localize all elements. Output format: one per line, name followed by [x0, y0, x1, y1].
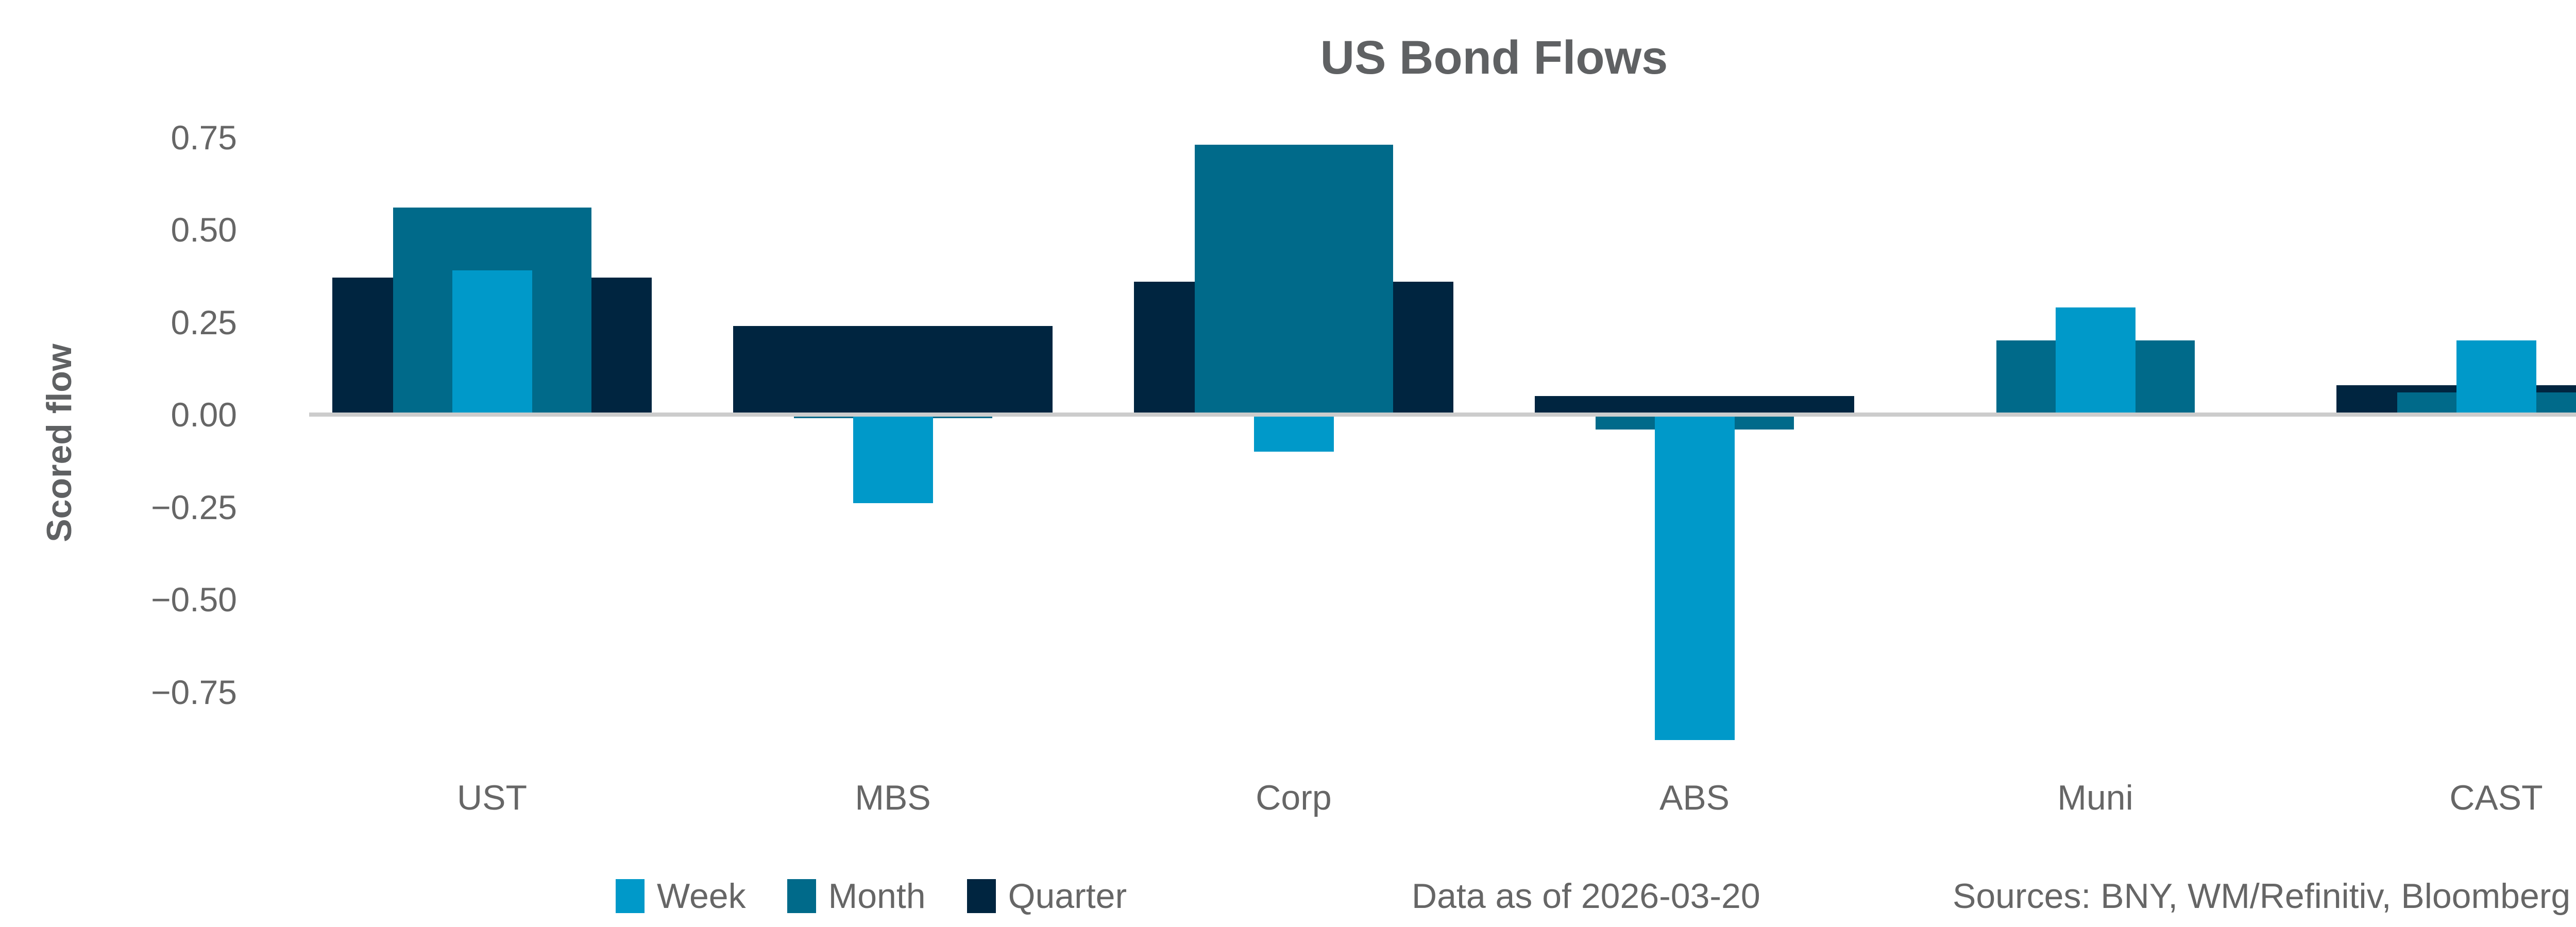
bar-week-muni — [2055, 307, 2136, 415]
y-tick-label: −0.50 — [151, 580, 237, 619]
month-swatch-icon — [787, 879, 816, 913]
x-tick-label: UST — [457, 778, 527, 817]
y-tick-label: 0.75 — [171, 118, 237, 157]
x-tick-label: MBS — [855, 778, 931, 817]
legend-label: Quarter — [1008, 877, 1127, 916]
y-tick-label: −0.25 — [151, 488, 237, 526]
quarter-swatch-icon — [967, 879, 996, 913]
bar-week-ust — [452, 270, 532, 415]
bar-month-corp — [1194, 144, 1393, 415]
bar-week-cast — [2456, 340, 2536, 415]
legend-item-month: Month — [787, 876, 926, 916]
bar-week-corp — [1253, 415, 1334, 452]
bar-quarter-abs — [1535, 396, 1854, 415]
y-tick-label: 0.00 — [171, 396, 237, 434]
chart-title: US Bond Flows — [1320, 31, 1668, 84]
legend-item-week: Week — [616, 876, 746, 916]
x-tick-label: Muni — [2057, 778, 2133, 817]
sources-note: Sources: BNY, WM/Refinitiv, Bloomberg — [1953, 877, 2571, 916]
bar-week-mbs — [853, 415, 933, 504]
y-axis-label: Scored flow — [40, 344, 79, 542]
bar-quarter-mbs — [733, 325, 1053, 415]
legend-label: Month — [828, 877, 926, 916]
legend-label: Week — [657, 877, 746, 916]
week-swatch-icon — [616, 879, 645, 913]
y-tick-label: −0.75 — [151, 673, 237, 711]
data-date-note: Data as of 2026-03-20 — [1412, 877, 1760, 916]
y-tick-label: 0.25 — [171, 303, 237, 341]
x-tick-label: ABS — [1659, 778, 1730, 817]
legend-item-quarter: Quarter — [967, 876, 1127, 916]
x-tick-label: Corp — [1256, 778, 1332, 817]
x-tick-label: CAST — [2449, 778, 2543, 817]
legend: Week Month Quarter — [616, 876, 1168, 917]
zero-line — [309, 413, 2576, 417]
y-tick-label: 0.50 — [171, 211, 237, 249]
bar-week-abs — [1654, 415, 1735, 740]
